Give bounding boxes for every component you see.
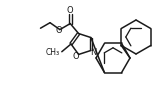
Text: CH₃: CH₃	[46, 48, 60, 57]
Text: O: O	[67, 6, 74, 15]
Text: O: O	[73, 52, 79, 61]
Text: N: N	[90, 48, 97, 57]
Text: O: O	[55, 26, 62, 35]
